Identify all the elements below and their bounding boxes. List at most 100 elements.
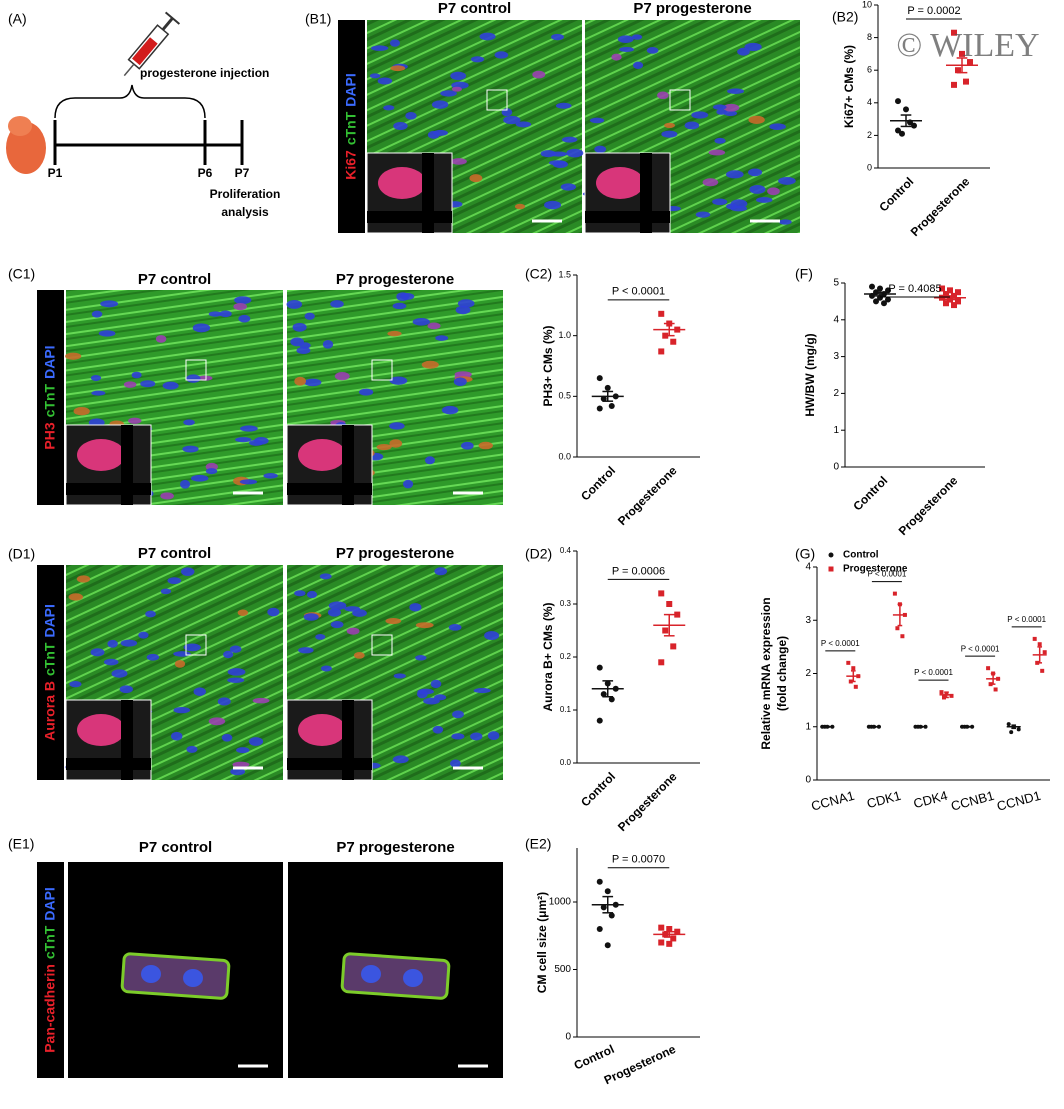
y-axis-label: Ki67+ CMs (%)	[842, 45, 856, 128]
nucleus	[223, 650, 234, 659]
nucleus	[440, 90, 457, 97]
nucleus	[180, 479, 191, 489]
data-point	[1037, 642, 1042, 647]
panel-label: (E1)	[8, 836, 34, 852]
data-point	[942, 695, 946, 700]
nucleus	[193, 687, 206, 696]
data-point	[943, 291, 949, 298]
stain-word: DAPI	[41, 887, 57, 920]
nucleus	[369, 73, 381, 79]
inset-bottom	[66, 758, 151, 770]
y-tick-label: 5	[833, 278, 839, 289]
data-point	[608, 912, 615, 919]
data-point	[828, 566, 834, 572]
roi-box	[371, 634, 393, 656]
nucleus	[631, 34, 643, 40]
nucleus	[107, 639, 118, 648]
inset-bottom	[66, 483, 151, 495]
nucleus	[390, 65, 406, 72]
nucleus	[515, 121, 532, 128]
inset-nucleus	[298, 439, 346, 471]
data-point	[885, 287, 891, 294]
nucleus	[131, 371, 142, 379]
nucleus	[748, 168, 763, 177]
y-axis-label: Aurora B+ CMs (%)	[541, 602, 555, 711]
nucleus	[403, 969, 423, 987]
data-point	[873, 298, 879, 305]
y-tick-label: 1.0	[558, 330, 571, 340]
data-point	[877, 285, 883, 292]
nucleus	[457, 299, 475, 308]
stain-word: cTnT	[41, 642, 57, 676]
nucleus	[233, 302, 247, 311]
x-tick-label: Progesterone	[896, 473, 961, 538]
stain-word: DAPI	[41, 345, 57, 378]
image-title: P7 control	[138, 545, 211, 562]
data-point	[596, 664, 603, 671]
inset-bottom	[287, 758, 372, 770]
stain-word: DAPI	[342, 73, 358, 106]
cell	[120, 952, 231, 1000]
data-point	[658, 590, 665, 597]
nucleus	[619, 46, 635, 53]
y-tick-label: 2	[805, 668, 811, 679]
nucleus	[227, 677, 245, 683]
analysis-label: Proliferation	[210, 187, 281, 201]
nucleus	[173, 651, 191, 657]
inset-bottom	[585, 211, 670, 223]
nucleus	[691, 111, 709, 119]
nucleus	[708, 149, 726, 156]
inset-nucleus	[596, 167, 644, 199]
data-point	[943, 300, 949, 307]
nucleus	[162, 381, 179, 390]
nucleus	[120, 639, 138, 647]
inset-nucleus	[378, 167, 426, 199]
data-point	[596, 405, 603, 412]
nucleus	[186, 745, 198, 753]
data-point	[899, 130, 905, 137]
nucleus	[389, 39, 401, 47]
nucleus	[197, 375, 213, 381]
image-title: P7 progesterone	[336, 839, 454, 856]
nucleus	[298, 647, 314, 654]
y-tick-label: 0.1	[560, 705, 572, 714]
nucleus	[755, 197, 773, 203]
nucleus	[392, 755, 409, 764]
stain-label: PH3 cTnT DAPI	[41, 345, 57, 449]
data-point	[596, 375, 603, 382]
y-tick-label: 0	[867, 162, 872, 172]
y-tick-label: 10	[862, 0, 872, 9]
inset-bottom	[367, 211, 452, 223]
nucleus	[219, 310, 232, 318]
nucleus	[415, 655, 427, 661]
nucleus	[383, 105, 395, 111]
y-tick-label: 3	[805, 615, 811, 626]
nucleus	[617, 35, 634, 43]
nucleus	[234, 296, 252, 305]
y-tick-label: 0.5	[558, 391, 571, 401]
micrograph	[366, 20, 584, 234]
nucleus	[145, 610, 156, 618]
nucleus	[359, 388, 374, 396]
y-tick-label: 1	[805, 721, 811, 732]
x-tick-label: Progesterone	[615, 769, 680, 834]
nucleus	[551, 33, 564, 41]
stain-word: Pan-cadherin	[41, 964, 57, 1053]
nucleus	[160, 588, 172, 595]
nucleus	[230, 767, 246, 776]
nucleus	[737, 47, 750, 56]
micrograph	[65, 290, 283, 506]
nucleus	[119, 685, 133, 694]
nucleus	[103, 658, 119, 666]
nucleus	[346, 627, 360, 635]
nucleus	[430, 679, 442, 689]
nucleus	[424, 456, 435, 465]
image-title: P7 control	[138, 271, 211, 288]
nucleus	[479, 32, 496, 41]
nucleus	[217, 697, 231, 706]
nucleus	[182, 445, 199, 453]
nucleus	[248, 737, 264, 746]
nucleus	[389, 439, 403, 448]
nucleus	[555, 102, 572, 109]
nucleus	[451, 86, 462, 92]
